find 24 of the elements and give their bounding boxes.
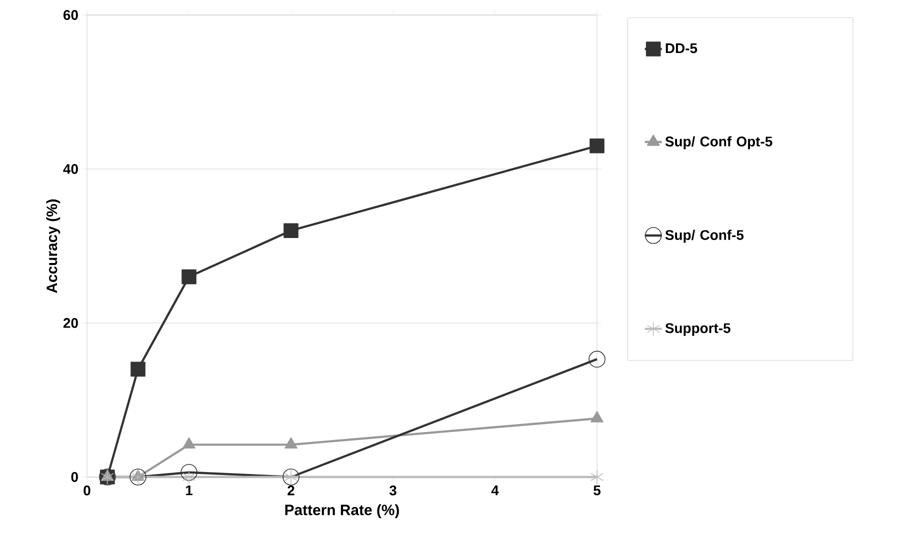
- point: [182, 470, 196, 484]
- legend-label: DD-5: [666, 43, 698, 54]
- legend-label: Sup/ Conf Opt-5: [665, 136, 772, 150]
- x-tick-label: 0: [84, 486, 90, 496]
- y-axis-title: Accuracy (%): [46, 199, 60, 293]
- y-tick-label: 20: [63, 318, 78, 328]
- y-tick-label: 40: [63, 164, 78, 174]
- point: [590, 138, 604, 154]
- point: [180, 464, 198, 481]
- x-tick-label: 4: [491, 486, 499, 496]
- y-tick-label: 0: [71, 472, 78, 482]
- point: [590, 470, 604, 484]
- point: [182, 269, 196, 284]
- x-tick-label: 2: [288, 486, 294, 496]
- y-tick-label: 60: [63, 10, 78, 20]
- x-tick-label: 3: [389, 486, 396, 496]
- x-axis-title: Pattern Rate (%): [285, 504, 399, 518]
- legend-label: Support-5: [665, 323, 730, 336]
- legend-label: Sup/ Conf-5: [665, 230, 744, 243]
- x-tick-label: 5: [594, 486, 600, 496]
- point: [130, 362, 146, 377]
- point: [588, 350, 606, 368]
- x-tick-label: 1: [186, 486, 192, 496]
- point: [284, 223, 298, 238]
